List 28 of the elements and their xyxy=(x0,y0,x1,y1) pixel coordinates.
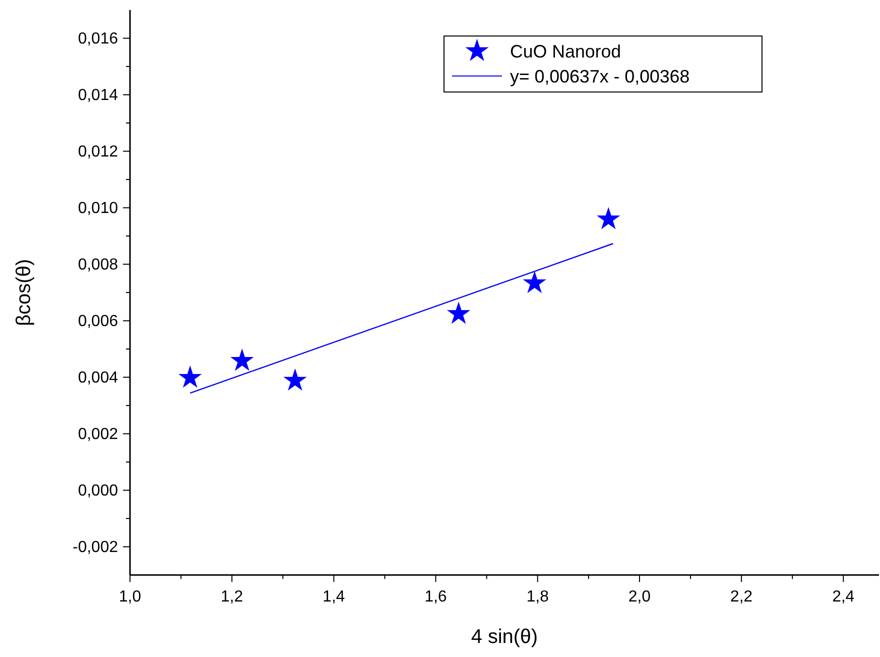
legend-label: y= 0,00637x - 0,00368 xyxy=(510,66,690,86)
y-tick-label: 0,014 xyxy=(78,86,118,104)
y-tick-label: 0,004 xyxy=(78,369,118,386)
x-tick-label: 1,0 xyxy=(118,588,142,606)
point xyxy=(596,207,620,230)
x-tick-label: 2,0 xyxy=(628,588,651,606)
legend-label: CuO Nanorod xyxy=(510,41,622,62)
y-tick-label: 0,002 xyxy=(78,426,118,443)
x-tick-label: 1,6 xyxy=(424,588,447,606)
point xyxy=(283,368,307,391)
point xyxy=(522,270,546,294)
y-tick-label: 0,012 xyxy=(78,143,118,160)
x-axis-title: 4 sin(θ) xyxy=(471,626,538,648)
y-tick-label: 0,016 xyxy=(78,30,118,48)
point xyxy=(230,348,254,371)
point xyxy=(446,302,470,324)
y-tick-label: 0,010 xyxy=(78,200,118,217)
x-tick-label: 1,2 xyxy=(220,588,244,606)
y-tick-label: -0,002 xyxy=(72,538,118,556)
y-tick-label: 0,006 xyxy=(78,312,118,330)
x-tick-label: 1,4 xyxy=(322,588,346,606)
x-tick-label: 2,4 xyxy=(832,588,855,606)
point xyxy=(178,366,202,388)
x-tick-label: 2,2 xyxy=(730,588,753,606)
y-tick-label: 0,000 xyxy=(78,482,118,500)
y-axis-title: βcos(θ) xyxy=(13,258,35,326)
x-tick-label: 1,8 xyxy=(526,588,549,606)
y-tick-label: 0,008 xyxy=(78,256,118,274)
